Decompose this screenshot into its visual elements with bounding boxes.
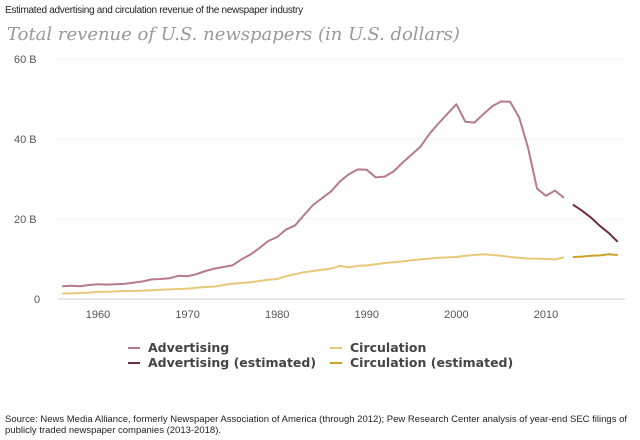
chart-title: Total revenue of U.S. newspapers (in U.S… — [7, 24, 460, 45]
legend-swatch — [330, 346, 342, 349]
legend-advertising-estimated: Advertising (estimated) — [128, 355, 316, 370]
series-line-circulation-estimated — [572, 253, 618, 258]
x-tick-label: 2010 — [534, 309, 558, 321]
x-tick-label: 1970 — [175, 309, 199, 321]
x-tick-label: 2000 — [444, 309, 468, 321]
chart-subtitle: Estimated advertising and circulation re… — [5, 5, 303, 16]
y-tick-label: 0 — [34, 294, 40, 306]
legend-label: Circulation (estimated) — [350, 355, 514, 370]
legend-circulation-estimated: Circulation (estimated) — [330, 355, 513, 370]
y-tick-label: 20 B — [14, 214, 37, 226]
y-tick-label: 40 B — [14, 134, 37, 146]
line-chart: 0 20 B 40 B 60 B 1960 1970 1980 1990 2000 2010 — [14, 54, 625, 321]
legend-label: Advertising — [148, 340, 230, 355]
legend-circulation: Circulation — [330, 340, 426, 355]
x-tick-label: 1960 — [86, 309, 110, 321]
series-line-advertising-estimated — [572, 203, 619, 243]
source-note: Source: News Media Alliance, formerly Ne… — [5, 414, 628, 436]
y-tick-label: 60 B — [14, 54, 37, 66]
legend-swatch — [128, 346, 140, 349]
series-line-advertising — [62, 100, 565, 288]
legend-label: Circulation — [350, 340, 427, 355]
legend-advertising: Advertising — [128, 340, 229, 355]
legend-swatch — [128, 361, 140, 364]
legend-swatch — [330, 361, 342, 364]
x-tick-label: 1990 — [355, 309, 379, 321]
series-line-circulation — [62, 253, 565, 295]
legend-label: Advertising (estimated) — [148, 355, 317, 370]
x-tick-label: 1980 — [265, 309, 289, 321]
